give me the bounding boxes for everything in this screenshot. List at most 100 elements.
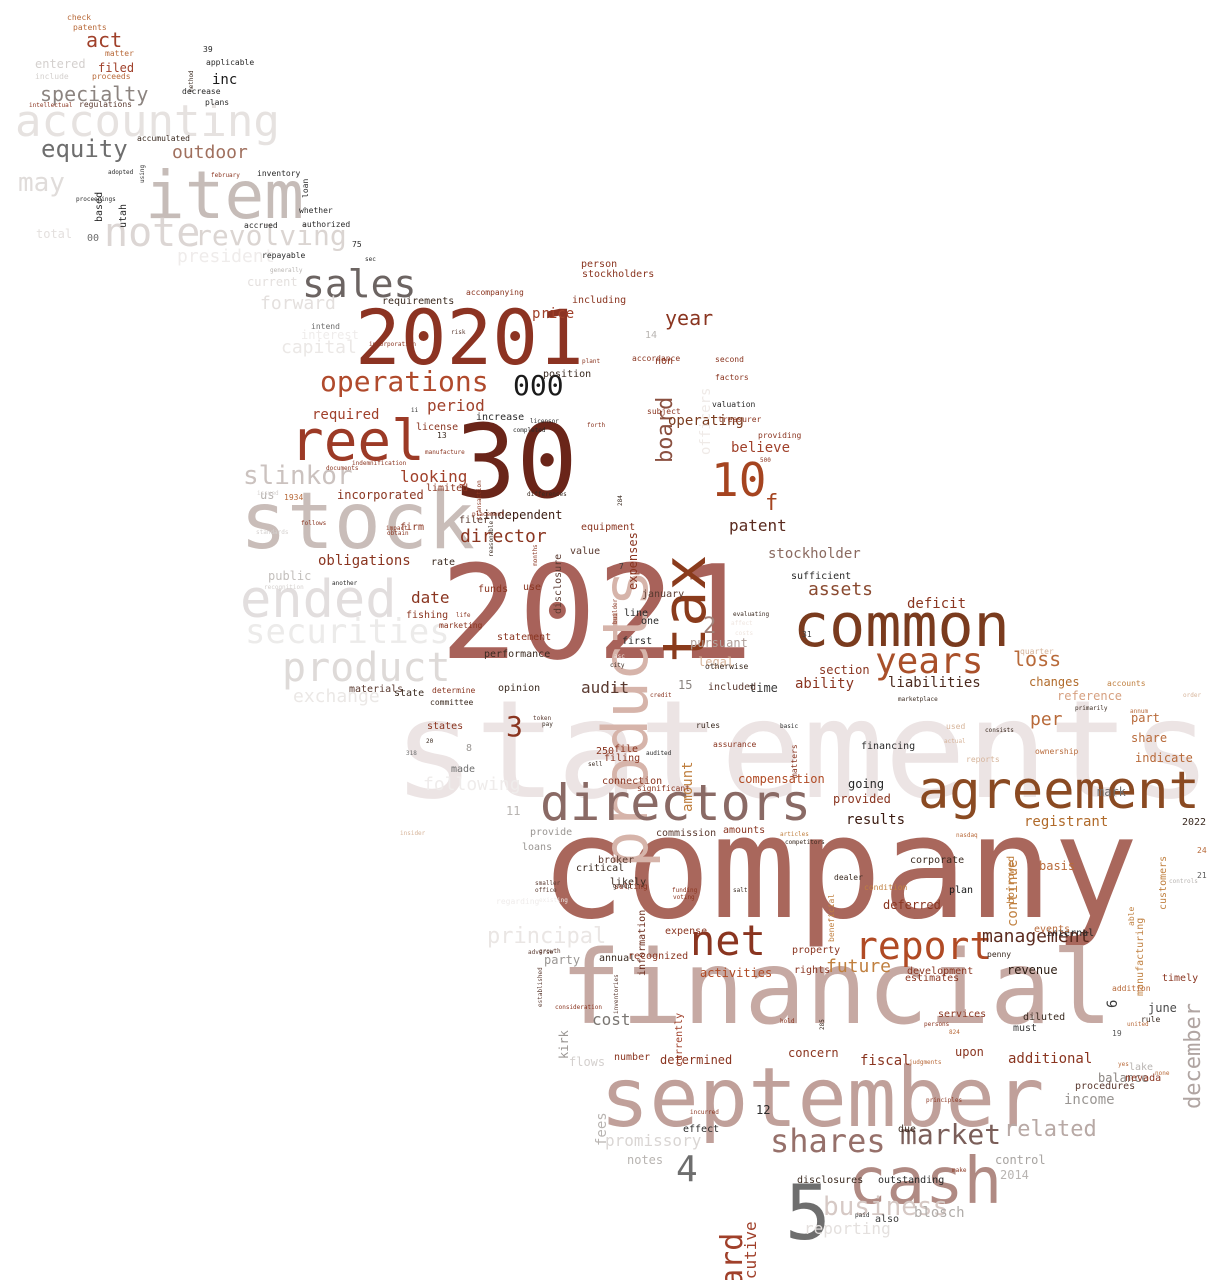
cloud-word: one (641, 616, 660, 627)
cloud-word: net (690, 916, 766, 965)
cloud-word: us (260, 488, 275, 502)
cloud-word: disclosure (553, 553, 564, 614)
cloud-word: legal (698, 655, 735, 669)
cloud-word: materials (349, 684, 404, 695)
cloud-word: affect (731, 620, 753, 627)
cloud-word: yes (1118, 1061, 1129, 1068)
cloud-word: 6 (1105, 999, 1121, 1009)
cloud-word: following (423, 774, 521, 795)
cloud-word: established (537, 966, 544, 1007)
cloud-word: results (846, 812, 906, 828)
cloud-word: funding (672, 887, 698, 894)
cloud-word: requirements (382, 296, 455, 307)
cloud-word: 824 (949, 1029, 960, 1036)
cloud-word: forward (260, 293, 336, 314)
cloud-word: license (416, 422, 459, 433)
cloud-word: registrant (1024, 814, 1109, 830)
cloud-word: 00 (87, 233, 100, 244)
cloud-word: use (523, 582, 542, 593)
cloud-word: amounts (723, 825, 766, 836)
cloud-word: interest (301, 328, 359, 342)
cloud-word: cash (848, 1145, 1003, 1219)
cloud-word: financial (560, 929, 1113, 1048)
cloud-word: growth (539, 948, 561, 955)
cloud-word: market (900, 1118, 1002, 1151)
cloud-word: disclosures (797, 1175, 864, 1186)
cloud-word: effect (683, 1124, 720, 1135)
cloud-word: differences (527, 491, 567, 498)
cloud-word: determine (432, 686, 476, 695)
cloud-word: development (907, 966, 974, 977)
cloud-word: another (332, 580, 358, 587)
cloud-word: also (875, 1214, 900, 1225)
cloud-word: including (572, 295, 627, 306)
cloud-word: section (819, 663, 870, 677)
cloud-word: matter (105, 49, 134, 58)
cloud-word: report (855, 924, 993, 968)
cloud-word: smaller (535, 880, 561, 887)
cloud-word: manufacture (425, 449, 465, 456)
cloud-word: management (982, 926, 1091, 947)
cloud-word: nasdaq (956, 832, 978, 839)
cloud-word: president (177, 246, 275, 267)
cloud-word: blosch (914, 1205, 965, 1221)
cloud-word: penny (987, 950, 1012, 959)
cloud-word: audit (581, 678, 630, 697)
cloud-word: operations (320, 365, 489, 398)
cloud-word: funds (478, 584, 509, 595)
cloud-word: first (622, 636, 653, 647)
cloud-word: file (614, 744, 639, 755)
cloud-word: forth (587, 422, 606, 429)
cloud-word: 13 (437, 431, 447, 440)
cloud-word: accounting (15, 96, 280, 147)
cloud-word: 500 (760, 457, 771, 464)
cloud-word: corporate (910, 855, 965, 866)
cloud-word: number (614, 1052, 651, 1063)
cloud-word: 2014 (1000, 1168, 1029, 1182)
cloud-word: ownership (1035, 747, 1079, 756)
cloud-word: subject (647, 407, 681, 416)
cloud-word: outstanding (878, 1175, 945, 1186)
cloud-word: independent (483, 508, 563, 522)
cloud-word: annual (599, 953, 636, 964)
cloud-word: compensation (738, 772, 825, 786)
cloud-word: able (1127, 906, 1136, 927)
cloud-word: asc (614, 653, 625, 660)
cloud-word: competitors (785, 839, 825, 846)
cloud-word: incorporation (369, 341, 416, 348)
cloud-word: rate (431, 557, 456, 568)
cloud-word: obtain (387, 530, 409, 537)
cloud-word: articles (780, 831, 809, 838)
cloud-word: accordance (632, 354, 681, 363)
cloud-word: selling (614, 882, 648, 891)
cloud-word: filed (98, 61, 135, 75)
cloud-word: provide (530, 827, 573, 838)
cloud-word: time (749, 681, 778, 695)
cloud-word: otherwise (705, 662, 749, 671)
cloud-word: looking (400, 467, 468, 486)
cloud-word: equipment (581, 522, 636, 533)
cloud-word: audited (646, 750, 672, 757)
cloud-word: timely (1162, 973, 1199, 984)
cloud-word: utah (118, 203, 129, 228)
cloud-word: plans (205, 98, 230, 107)
cloud-word: costs (735, 630, 754, 637)
cloud-word: outdoor (172, 142, 248, 163)
cloud-word: information (637, 909, 648, 976)
cloud-word: principles (926, 1097, 963, 1104)
cloud-word: state (394, 688, 425, 699)
cloud-word: documents (326, 465, 359, 472)
cloud-word: whether (299, 206, 333, 215)
cloud-word: hold (780, 1018, 795, 1025)
cloud-word: kirk (557, 1029, 571, 1059)
cloud-word: assets (808, 579, 874, 600)
cloud-word: using (139, 164, 146, 183)
cloud-word: 000 (513, 369, 564, 402)
cloud-word: activities (700, 966, 773, 980)
cloud-word: february (211, 172, 240, 179)
cloud-word: commission (656, 828, 717, 839)
cloud-word: increase (476, 412, 525, 423)
cloud-word: consists (985, 727, 1014, 734)
cloud-word: securities (245, 612, 450, 652)
